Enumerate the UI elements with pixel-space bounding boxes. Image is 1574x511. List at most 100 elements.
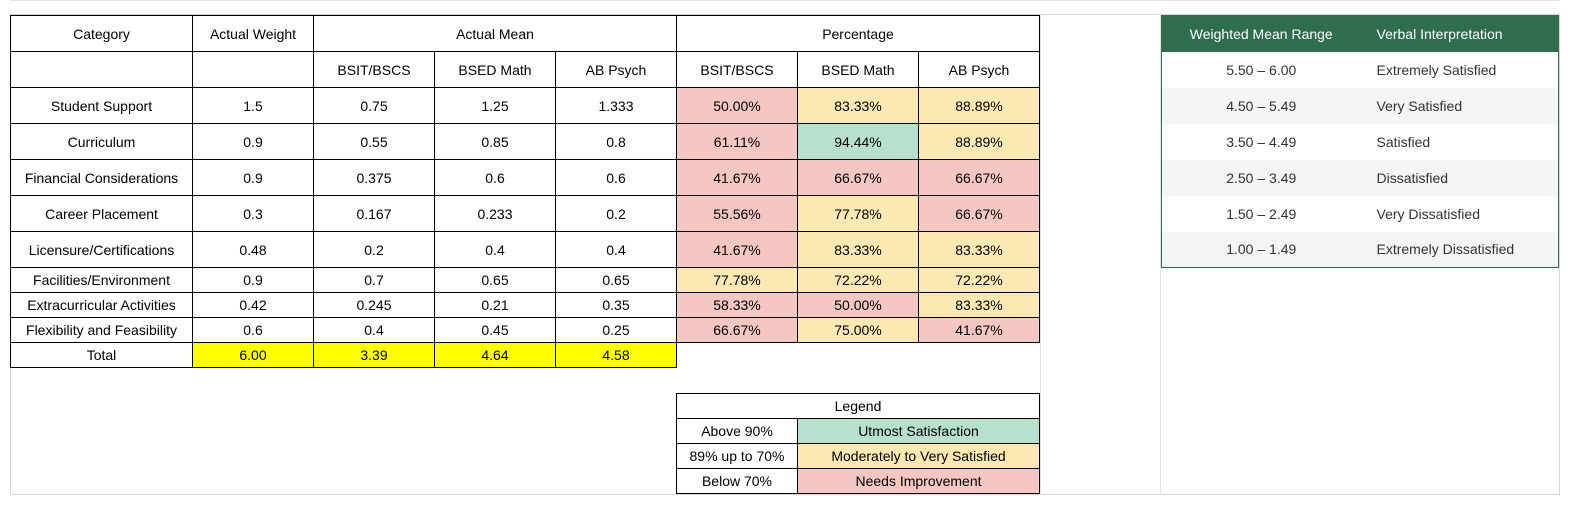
- mean-cell[interactable]: 0.6: [434, 159, 556, 196]
- mean-cell[interactable]: 0.4: [434, 231, 556, 268]
- category-cell[interactable]: Extracurricular Activities: [10, 292, 193, 318]
- weight-cell[interactable]: 0.48: [192, 231, 314, 268]
- total-weight-cell[interactable]: 6.00: [192, 342, 314, 368]
- weight-cell[interactable]: 0.3: [192, 195, 314, 232]
- percentage-cell[interactable]: 83.33%: [797, 87, 919, 124]
- legend-range[interactable]: Above 90%: [676, 418, 798, 444]
- percentage-cell[interactable]: 58.33%: [676, 292, 798, 318]
- percentage-subheader[interactable]: AB Psych: [918, 51, 1040, 88]
- total-mean-cell[interactable]: 4.58: [555, 342, 677, 368]
- percentage-cell[interactable]: 83.33%: [918, 292, 1040, 318]
- mean-cell[interactable]: 0.2: [555, 195, 677, 232]
- percentage-header[interactable]: Percentage: [676, 15, 1040, 52]
- mean-cell[interactable]: 0.25: [555, 317, 677, 343]
- range-cell[interactable]: 1.00 – 1.49: [1161, 231, 1361, 268]
- weight-cell[interactable]: 0.9: [192, 159, 314, 196]
- mean-subheader[interactable]: BSED Math: [434, 51, 556, 88]
- legend-range[interactable]: 89% up to 70%: [676, 443, 798, 469]
- percentage-cell[interactable]: 88.89%: [918, 123, 1040, 160]
- percentage-cell[interactable]: 66.67%: [797, 159, 919, 196]
- mean-cell[interactable]: 0.55: [313, 123, 435, 160]
- range-cell[interactable]: 3.50 – 4.49: [1226, 133, 1297, 150]
- verbal-cell[interactable]: Dissatisfied: [1360, 159, 1559, 196]
- range-cell[interactable]: 4.50 – 5.49: [1161, 87, 1361, 124]
- mean-cell[interactable]: 0.35: [555, 292, 677, 318]
- percentage-subheader[interactable]: BSIT/BSCS: [676, 51, 798, 88]
- percentage-cell[interactable]: 83.33%: [797, 231, 919, 268]
- actual-weight-header[interactable]: Actual Weight: [192, 15, 314, 52]
- mean-cell[interactable]: 0.4: [555, 231, 677, 268]
- mean-cell[interactable]: 0.65: [555, 267, 677, 293]
- mean-cell[interactable]: 0.6: [555, 159, 677, 196]
- legend-swatch-needs[interactable]: Needs Improvement: [797, 468, 1040, 494]
- percentage-cell[interactable]: 66.67%: [676, 317, 798, 343]
- subheader-cell[interactable]: [192, 51, 314, 88]
- weight-cell[interactable]: 0.9: [192, 123, 314, 160]
- percentage-cell[interactable]: 50.00%: [797, 292, 919, 318]
- mean-cell[interactable]: 0.45: [434, 317, 556, 343]
- mean-cell[interactable]: 0.375: [313, 159, 435, 196]
- mean-cell[interactable]: 0.245: [313, 292, 435, 318]
- percentage-cell[interactable]: 55.56%: [676, 195, 798, 232]
- range-cell[interactable]: 1.50 – 2.49: [1226, 205, 1297, 222]
- subheader-cell[interactable]: [10, 51, 193, 88]
- percentage-cell[interactable]: 41.67%: [676, 231, 798, 268]
- weight-cell[interactable]: 0.9: [192, 267, 314, 293]
- percentage-cell[interactable]: 66.67%: [918, 195, 1040, 232]
- percentage-cell[interactable]: 77.78%: [797, 195, 919, 232]
- weight-cell[interactable]: 1.5: [192, 87, 314, 124]
- mean-subheader[interactable]: AB Psych: [555, 51, 677, 88]
- mean-cell[interactable]: 0.4: [313, 317, 435, 343]
- weighted-mean-range-header[interactable]: Weighted Mean Range: [1161, 15, 1361, 52]
- percentage-cell[interactable]: 66.67%: [918, 159, 1040, 196]
- total-label[interactable]: Total: [10, 342, 193, 368]
- verbal-cell[interactable]: Satisfied: [1376, 133, 1431, 150]
- percentage-cell[interactable]: 61.11%: [676, 123, 798, 160]
- mean-cell[interactable]: 0.21: [434, 292, 556, 318]
- mean-cell[interactable]: 0.65: [434, 267, 556, 293]
- legend-swatch-utmost[interactable]: Utmost Satisfaction: [797, 418, 1040, 444]
- percentage-cell[interactable]: 41.67%: [918, 317, 1040, 343]
- verbal-cell[interactable]: Very Dissatisfied: [1376, 205, 1480, 222]
- percentage-cell[interactable]: 77.78%: [676, 267, 798, 293]
- mean-cell[interactable]: 0.7: [313, 267, 435, 293]
- category-cell[interactable]: Licensure/Certifications: [10, 231, 193, 268]
- range-cell[interactable]: 5.50 – 6.00: [1226, 61, 1297, 78]
- mean-cell[interactable]: 0.75: [313, 87, 435, 124]
- weight-cell[interactable]: 0.42: [192, 292, 314, 318]
- legend-swatch-moderate[interactable]: Moderately to Very Satisfied: [797, 443, 1040, 469]
- actual-mean-header[interactable]: Actual Mean: [313, 15, 677, 52]
- mean-cell[interactable]: 0.167: [313, 195, 435, 232]
- percentage-cell[interactable]: 88.89%: [918, 87, 1040, 124]
- category-cell[interactable]: Student Support: [10, 87, 193, 124]
- category-cell[interactable]: Curriculum: [10, 123, 193, 160]
- mean-subheader[interactable]: BSIT/BSCS: [313, 51, 435, 88]
- weight-cell[interactable]: 0.6: [192, 317, 314, 343]
- verbal-cell[interactable]: Very Satisfied: [1360, 87, 1559, 124]
- mean-cell[interactable]: 1.333: [555, 87, 677, 124]
- category-header[interactable]: Category: [10, 15, 193, 52]
- category-cell[interactable]: Career Placement: [10, 195, 193, 232]
- total-mean-cell[interactable]: 4.64: [434, 342, 556, 368]
- verbal-cell[interactable]: Extremely Dissatisfied: [1360, 231, 1559, 268]
- mean-cell[interactable]: 0.233: [434, 195, 556, 232]
- mean-cell[interactable]: 1.25: [434, 87, 556, 124]
- mean-cell[interactable]: 0.8: [555, 123, 677, 160]
- percentage-cell[interactable]: 50.00%: [676, 87, 798, 124]
- verbal-interpretation-header[interactable]: Verbal Interpretation: [1360, 15, 1559, 52]
- empty-cell[interactable]: [798, 343, 919, 368]
- mean-cell[interactable]: 0.85: [434, 123, 556, 160]
- verbal-cell[interactable]: Extremely Satisfied: [1376, 61, 1497, 78]
- category-cell[interactable]: Facilities/Environment: [10, 267, 193, 293]
- percentage-cell[interactable]: 83.33%: [918, 231, 1040, 268]
- total-mean-cell[interactable]: 3.39: [313, 342, 435, 368]
- empty-cell[interactable]: [919, 343, 1040, 368]
- empty-cell[interactable]: [677, 343, 798, 368]
- category-cell[interactable]: Financial Considerations: [10, 159, 193, 196]
- percentage-cell[interactable]: 72.22%: [918, 267, 1040, 293]
- percentage-subheader[interactable]: BSED Math: [797, 51, 919, 88]
- mean-cell[interactable]: 0.2: [313, 231, 435, 268]
- legend-title[interactable]: Legend: [676, 393, 1040, 419]
- percentage-cell[interactable]: 41.67%: [676, 159, 798, 196]
- percentage-cell[interactable]: 75.00%: [797, 317, 919, 343]
